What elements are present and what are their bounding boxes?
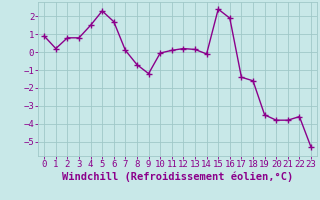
X-axis label: Windchill (Refroidissement éolien,°C): Windchill (Refroidissement éolien,°C)	[62, 172, 293, 182]
